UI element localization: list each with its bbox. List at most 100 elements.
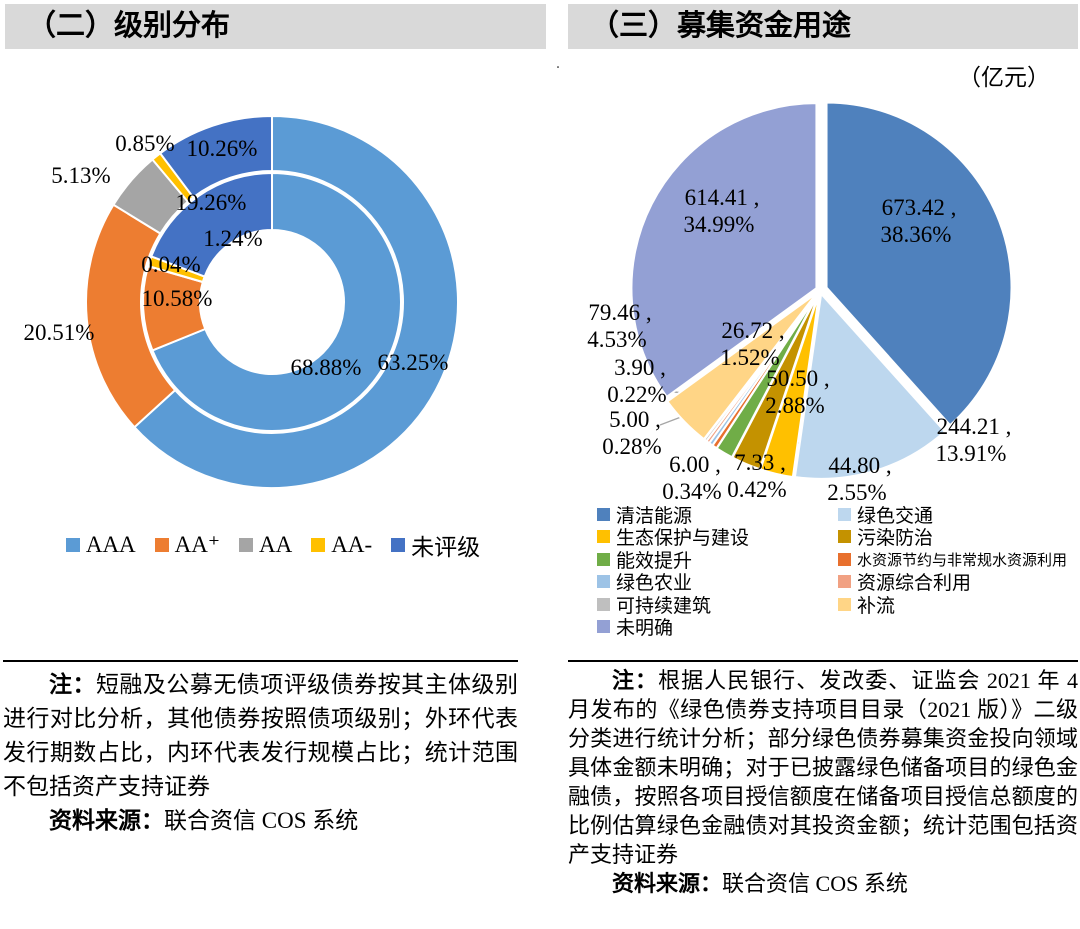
legend-label: 未评级 <box>411 535 481 560</box>
legend-label: 生态保护与建设 <box>616 528 750 550</box>
pie-label-pct-未明确: 34.99% <box>684 212 755 237</box>
legend-label: 资源综合利用 <box>857 573 972 595</box>
legend-label: 清洁能源 <box>616 505 693 527</box>
legend-swatch-icon <box>597 575 610 589</box>
pie-legend-item-绿色交通: 绿色交通 <box>838 503 1067 527</box>
donut-label-inner-AA+: 10.58% <box>142 286 213 311</box>
donut-outer-segment-AAA <box>133 114 459 489</box>
pie-label-pct-补流: 4.53% <box>587 327 646 352</box>
donut-legend: AAA AA⁺ AA AA- 未评级 <box>0 528 546 562</box>
pie-label-value-清洁能源: 673.42 , <box>882 195 957 220</box>
pie-label-pct-清洁能源: 38.36% <box>881 222 952 247</box>
donut-legend-item-AA⁺: AA⁺ <box>154 532 221 558</box>
legend-label: 绿色交通 <box>857 505 934 527</box>
pie-label-value-水资源节约与非常规水资源利用: 7.33 , <box>734 450 786 475</box>
donut-label-outer-未评级: 10.26% <box>187 136 258 161</box>
pie-label-pct-生态保护与建设: 2.88% <box>765 393 824 418</box>
donut-inner-segment-AAA <box>151 171 402 432</box>
legend-swatch-icon <box>838 507 851 521</box>
legend-swatch-icon <box>597 552 610 566</box>
pie-label-value-能效提升: 26.72 , <box>721 318 784 343</box>
left-note-block: 注：短融及公募无债项评级债券按其主体级别进行对比分析，其他债券按照债项级别；外环… <box>3 660 518 838</box>
pie-legend-column-2: 绿色交通 污染防治水资源节约与非常规水资源利用资源综合利用 补流 <box>838 503 1067 617</box>
legend-label: 污染防治 <box>857 528 934 550</box>
legend-swatch-icon <box>597 597 610 611</box>
legend-swatch-icon <box>65 538 80 552</box>
legend-label: 可持续建筑 <box>616 595 712 617</box>
donut-label-inner-未评级: 19.26% <box>176 190 247 215</box>
pie-label-pct-绿色交通: 13.91% <box>936 441 1007 466</box>
donut-label-outer-AA: 5.13% <box>51 163 110 188</box>
legend-swatch-icon <box>838 530 851 544</box>
left-panel-title: （二）级别分布 <box>5 4 546 49</box>
pie-legend-item-能效提升: 能效提升 <box>597 548 749 572</box>
pie-label-pct-绿色农业: 0.34% <box>662 479 721 504</box>
pie-legend-column-1: 清洁能源 生态保护与建设 能效提升 绿色农业 可持续建筑 未明确 <box>597 503 749 639</box>
left-note-text: 注：短融及公募无债项评级债券按其主体级别进行对比分析，其他债券按照债项级别；外环… <box>3 672 519 799</box>
donut-inner-segment-未评级 <box>150 171 273 278</box>
legend-label: AA- <box>331 532 373 557</box>
pie-label-value-资源综合利用: 5.00 , <box>609 407 661 432</box>
pie-label-value-补流: 79.46 , <box>588 300 651 325</box>
pie-legend-item-可持续建筑: 可持续建筑 <box>597 593 749 617</box>
legend-swatch-icon <box>597 530 610 544</box>
rating-distribution-donut-chart: 63.25% 20.51% 5.13%0.85% 10.26% 68.88% 10.58%… <box>24 114 459 489</box>
legend-swatch-icon <box>597 507 610 521</box>
donut-label-inner-AAA: 68.88% <box>291 355 362 380</box>
pie-slice-清洁能源 <box>825 101 1013 427</box>
pie-slice-绿色交通 <box>793 292 946 480</box>
donut-outer-segment-未评级 <box>158 114 273 199</box>
donut-legend-item-AAA: AAA <box>65 532 136 558</box>
pie-legend-item-清洁能源: 清洁能源 <box>597 503 749 527</box>
right-note-label: 注： <box>612 668 659 693</box>
pie-label-pct-能效提升: 1.52% <box>720 345 779 370</box>
right-panel-title: （三）募集资金用途 <box>568 4 1078 49</box>
right-note-source: 资料来源：联合资信 COS 系统 <box>612 871 908 896</box>
legend-label: AA⁺ <box>174 532 221 557</box>
legend-label: 绿色农业 <box>616 573 693 595</box>
pie-legend-item-未明确: 未明确 <box>597 616 749 639</box>
legend-swatch-icon <box>838 575 851 589</box>
right-note-block: 注：根据人民银行、发改委、证监会 2021 年 4 月发布的《绿色债券支持项目目… <box>568 660 1078 898</box>
donut-label-inner-AA-: 1.24% <box>203 226 262 251</box>
left-source-label: 资料来源： <box>49 808 164 833</box>
stray-mark: . <box>556 55 560 72</box>
legend-swatch-icon <box>838 552 851 566</box>
pie-legend-item-污染防治: 污染防治 <box>838 526 1067 549</box>
pie-label-value-绿色农业: 6.00 , <box>669 452 721 477</box>
pie-label-pct-污染防治: 2.55% <box>827 480 886 505</box>
legend-label: AAA <box>85 532 136 557</box>
right-note-text: 注：根据人民银行、发改委、证监会 2021 年 4 月发布的《绿色债券支持项目目… <box>568 668 1078 867</box>
pie-label-pct-水资源节约与非常规水资源利用: 0.42% <box>727 477 786 502</box>
legend-label: 能效提升 <box>616 550 693 572</box>
donut-label-outer-AA+: 20.51% <box>24 320 95 345</box>
left-note-label: 注： <box>49 672 96 697</box>
legend-swatch-icon <box>391 538 406 552</box>
donut-legend-item-AA-: AA- <box>311 532 372 558</box>
pie-label-value-未明确: 614.41 , <box>685 185 760 210</box>
donut-label-outer-AAA: 63.25% <box>378 350 449 375</box>
legend-swatch-icon <box>239 538 254 552</box>
legend-swatch-icon <box>838 597 851 611</box>
pie-label-value-生态保护与建设: 50.50 , <box>766 366 829 391</box>
legend-swatch-icon <box>154 538 169 552</box>
pie-slice-补流 <box>666 291 819 441</box>
pie-legend-item-补流: 补流 <box>838 593 1067 617</box>
fund-usage-pie-chart: 673.42 ,38.36% 244.21 ,13.91% 50.50 ,2.88%… <box>587 101 1013 505</box>
donut-label-inner-AA: 0.04% <box>141 252 200 277</box>
donut-legend-item-AA: AA <box>239 532 292 558</box>
pie-label-value-绿色交通: 244.21 , <box>937 414 1012 439</box>
legend-label: 未明确 <box>616 618 674 640</box>
pie-legend-item-生态保护与建设: 生态保护与建设 <box>597 526 749 549</box>
pie-label-value-污染防治: 44.80 , <box>828 453 891 478</box>
legend-label: AA <box>259 532 293 557</box>
pie-legend-item-水资源节约与非常规水资源利用: 水资源节约与非常规水资源利用 <box>838 548 1067 571</box>
pie-legend-item-绿色农业: 绿色农业 <box>597 571 749 594</box>
legend-swatch-icon <box>311 538 326 552</box>
pie-label-pct-可持续建筑: 0.22% <box>607 382 666 407</box>
legend-label: 水资源节约与非常规水资源利用 <box>857 552 1068 569</box>
legend-label: 补流 <box>857 595 896 617</box>
unit-label: （亿元） <box>958 65 1050 90</box>
legend-swatch-icon <box>597 620 610 634</box>
